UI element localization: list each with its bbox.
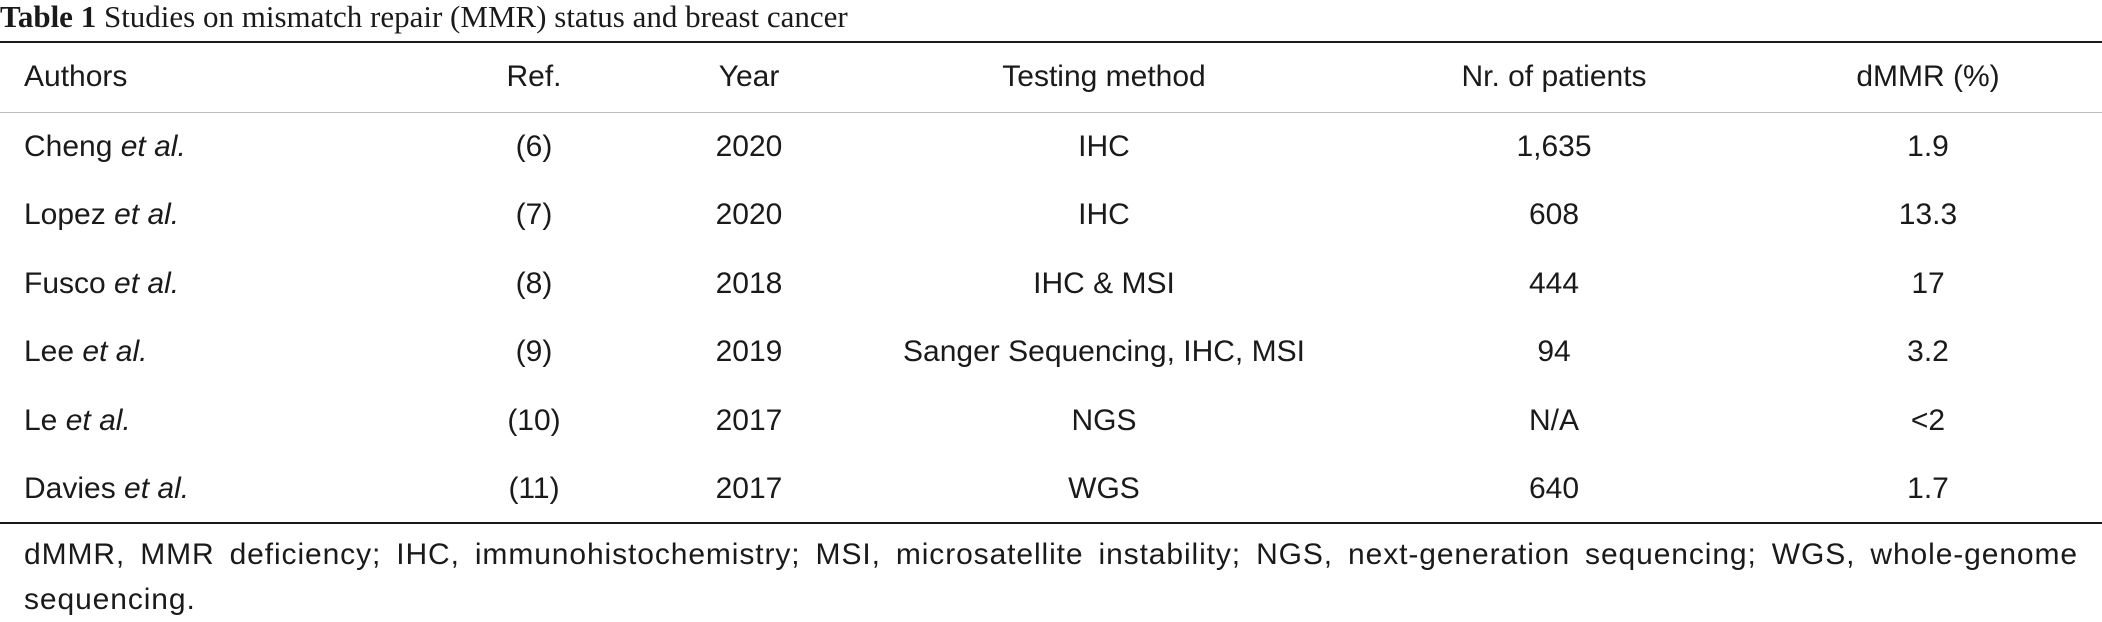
cell-ref: (6)	[515, 129, 553, 163]
table-caption-label: Table 1	[0, 0, 97, 34]
author-et-al: et al.	[82, 335, 148, 369]
cell-dmmr: 1.9	[1907, 129, 1949, 163]
cell-dmmr: 13.3	[1898, 198, 1958, 232]
author-name: Lopez	[24, 198, 106, 232]
author-et-al: et al.	[120, 129, 186, 163]
table-row: Le et al. (10) 2017 NGS N/A <2	[0, 387, 2102, 456]
table-caption-title: Studies on mismatch repair (MMR) status …	[103, 0, 848, 34]
cell-testing-method: WGS	[1068, 472, 1140, 506]
author-name: Lee	[24, 335, 75, 369]
cell-dmmr: <2	[1910, 403, 1946, 437]
cell-dmmr: 17	[1911, 266, 1945, 300]
author-et-al: et al.	[114, 266, 180, 300]
author-et-al: et al.	[65, 403, 131, 437]
header-nr-of-patients: Nr. of patients	[1354, 43, 1754, 113]
author-name: Fusco	[24, 266, 106, 300]
table-top-rule	[0, 41, 2102, 43]
cell-testing-method: NGS	[1071, 403, 1137, 437]
cell-author: Lee et al.	[0, 318, 424, 387]
cell-year: 2019	[715, 335, 783, 369]
header-testing-method: Testing method	[854, 43, 1354, 113]
cell-year: 2020	[715, 129, 783, 163]
cell-author: Le et al.	[0, 387, 424, 456]
cell-ref: (11)	[508, 472, 560, 506]
author-name: Davies	[24, 472, 116, 506]
cell-nr-of-patients: 444	[1528, 266, 1580, 300]
table-row: Fusco et al. (8) 2018 IHC & MSI 444 17	[0, 250, 2102, 319]
table-footnote: dMMR, MMR deficiency; IHC, immunohistoch…	[24, 538, 2078, 616]
cell-ref: (9)	[515, 335, 553, 369]
table-row: Davies et al. (11) 2017 WGS 640 1.7	[0, 455, 2102, 524]
cell-year: 2020	[715, 198, 783, 232]
cell-author: Cheng et al.	[0, 112, 424, 181]
table-row: Lopez et al. (7) 2020 IHC 608 13.3	[0, 181, 2102, 250]
header-ref: Ref.	[424, 43, 644, 113]
cell-ref: (7)	[515, 198, 553, 232]
cell-testing-method: IHC	[1078, 129, 1130, 163]
cell-ref: (10)	[507, 403, 561, 437]
cell-year: 2018	[715, 266, 783, 300]
cell-testing-method: IHC	[1078, 198, 1130, 232]
cell-nr-of-patients: 640	[1528, 472, 1580, 506]
cell-year: 2017	[715, 472, 783, 506]
cell-testing-method: IHC & MSI	[1033, 266, 1175, 300]
table-header-row: Authors Ref. Year Testing method Nr. of …	[0, 43, 2102, 113]
cell-author: Fusco et al.	[0, 250, 424, 319]
cell-nr-of-patients: 608	[1528, 198, 1580, 232]
cell-nr-of-patients: 94	[1537, 335, 1571, 369]
cell-dmmr: 3.2	[1907, 335, 1949, 369]
author-name: Cheng	[24, 129, 113, 163]
author-name: Le	[24, 403, 58, 437]
author-et-al: et al.	[124, 472, 190, 506]
table-caption: Table 1 Studies on mismatch repair (MMR)…	[0, 0, 848, 40]
cell-nr-of-patients: 1,635	[1516, 129, 1592, 163]
header-year: Year	[644, 43, 854, 113]
cell-author: Lopez et al.	[0, 181, 424, 250]
header-authors: Authors	[0, 43, 424, 113]
table-row: Cheng et al. (6) 2020 IHC 1,635 1.9	[0, 112, 2102, 181]
studies-table: Authors Ref. Year Testing method Nr. of …	[0, 43, 2102, 524]
cell-nr-of-patients: N/A	[1528, 403, 1579, 437]
cell-ref: (8)	[515, 266, 553, 300]
table-row: Lee et al. (9) 2019 Sanger Sequencing, I…	[0, 318, 2102, 387]
cell-dmmr: 1.7	[1907, 472, 1949, 506]
cell-testing-method: Sanger Sequencing, IHC, MSI	[903, 335, 1305, 369]
author-et-al: et al.	[114, 198, 180, 232]
cell-author: Davies et al.	[0, 455, 424, 524]
cell-year: 2017	[715, 403, 783, 437]
table-bottom-rule	[0, 522, 2102, 524]
header-dmmr-percent: dMMR (%)	[1754, 43, 2102, 113]
